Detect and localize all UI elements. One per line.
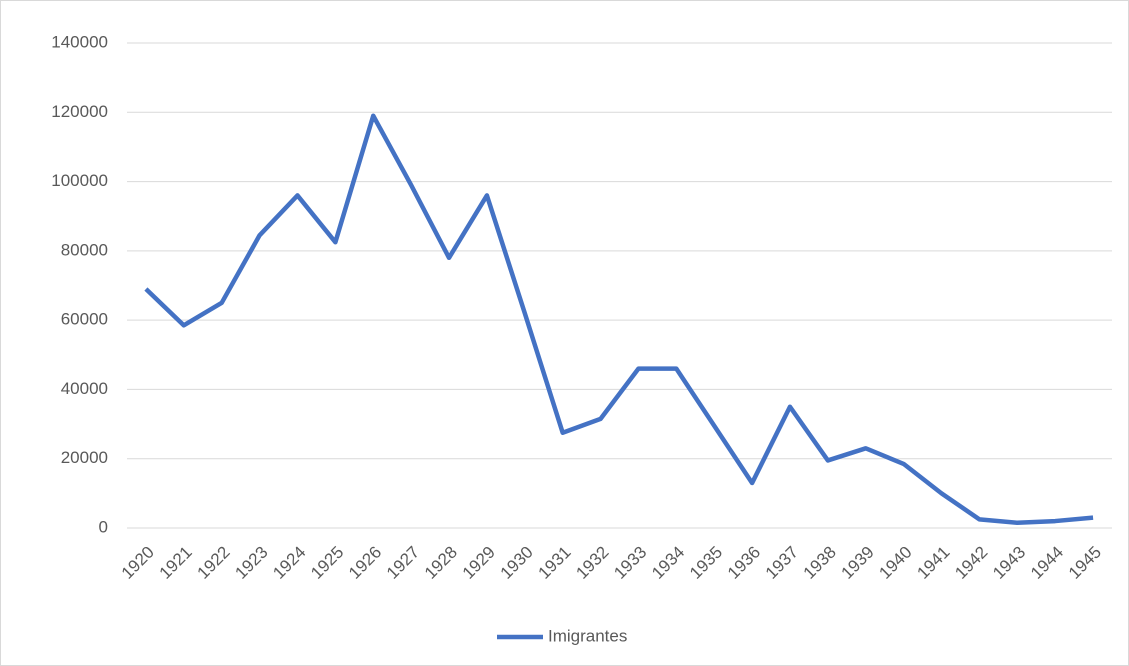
y-tick-label: 0 — [99, 517, 108, 536]
series-line — [144, 113, 1094, 526]
legend-label: Imigrantes — [548, 626, 627, 645]
y-tick-label: 40000 — [61, 379, 108, 398]
y-tick-label: 120000 — [51, 102, 108, 121]
y-tick-label: 80000 — [61, 240, 108, 259]
y-tick-label: 100000 — [51, 171, 108, 190]
y-tick-label: 20000 — [61, 448, 108, 467]
y-tick-label: 140000 — [51, 32, 108, 51]
y-tick-label: 60000 — [61, 310, 108, 329]
